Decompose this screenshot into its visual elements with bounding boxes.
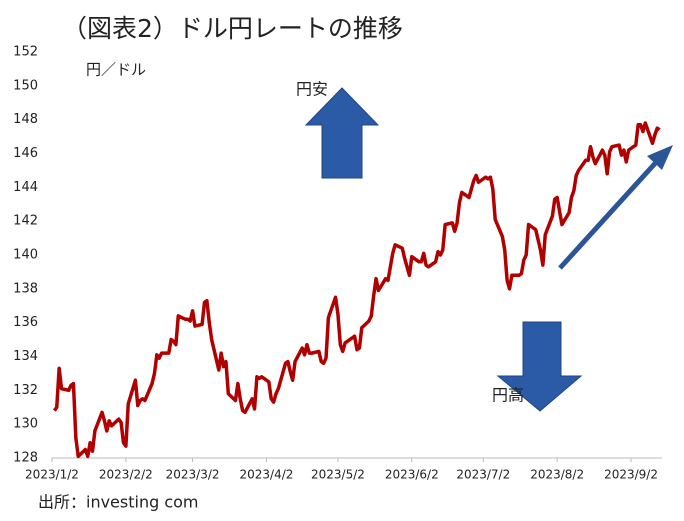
y-tick-label: 152 xyxy=(13,45,38,60)
x-tick-label: 2023/5/2 xyxy=(311,468,365,482)
y-tick-label: 140 xyxy=(13,248,38,263)
y-axis-label: 円／ドル xyxy=(86,61,146,79)
line-series xyxy=(52,121,661,459)
y-tick-label: 138 xyxy=(13,281,38,296)
x-tick-label: 2023/6/2 xyxy=(385,468,439,482)
trend-arrow xyxy=(558,156,662,270)
trend-arrow-head xyxy=(647,145,673,170)
y-tick-label: 144 xyxy=(13,180,38,195)
y-tick-label: 132 xyxy=(13,383,38,398)
y-tick-label: 148 xyxy=(13,112,38,127)
y-tick-label: 130 xyxy=(13,417,38,432)
y-tick-label: 150 xyxy=(13,78,38,93)
x-tick-label: 2023/8/2 xyxy=(530,468,584,482)
annotation: 円安 xyxy=(296,80,328,99)
up-arrow xyxy=(304,87,380,179)
x-tick-label: 2023/3/2 xyxy=(166,468,220,482)
x-tick-label: 2023/2/2 xyxy=(99,468,153,482)
y-tick-label: 146 xyxy=(13,146,38,161)
chart-title: （図表2）ドル円レートの推移 xyxy=(62,14,403,43)
y-tick-label: 128 xyxy=(13,451,38,466)
x-tick-label: 2023/7/2 xyxy=(456,468,510,482)
x-tick-label: 2023/4/2 xyxy=(240,468,294,482)
x-tick-label: 2023/9/2 xyxy=(604,468,658,482)
x-tick-label: 2023/1/2 xyxy=(25,468,79,482)
y-tick-label: 134 xyxy=(13,349,38,364)
y-tick-label: 136 xyxy=(13,315,38,330)
annotation: 円高 xyxy=(492,386,524,405)
y-tick-label: 142 xyxy=(13,214,38,229)
down-arrow xyxy=(496,321,583,412)
source: 出所：investing com xyxy=(38,493,199,512)
